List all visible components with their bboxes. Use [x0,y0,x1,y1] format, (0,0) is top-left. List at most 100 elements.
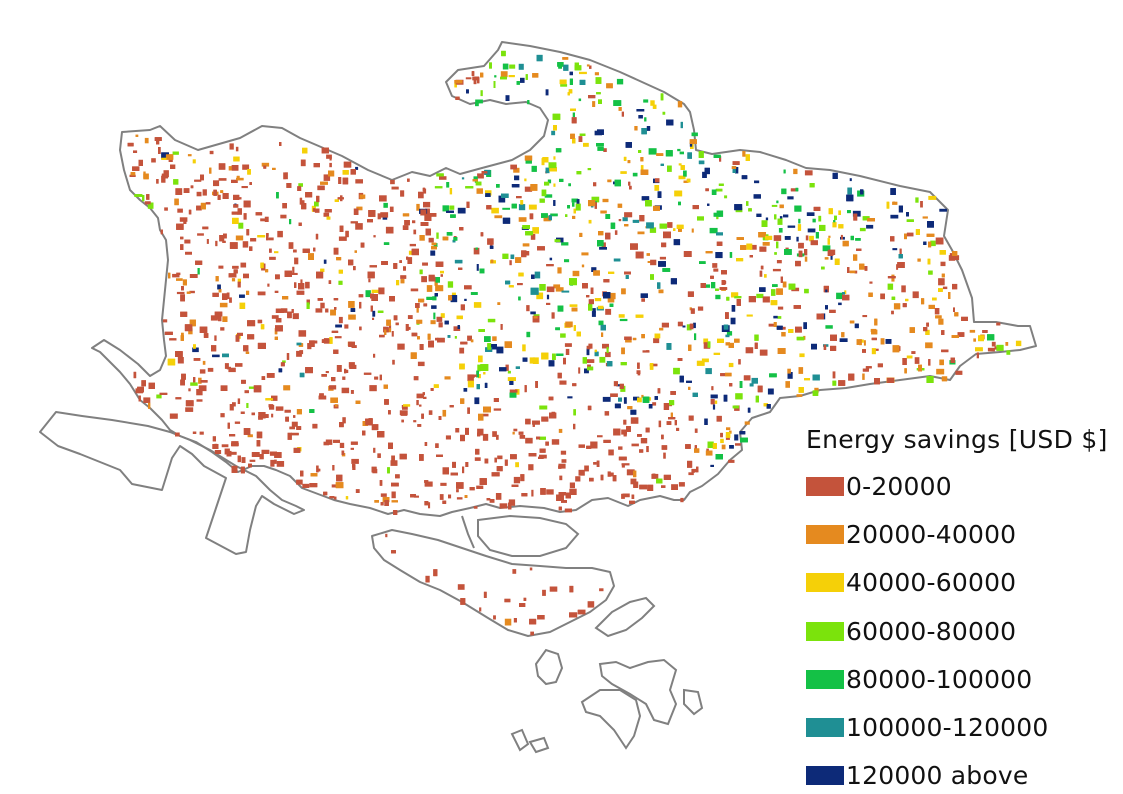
building-footprint [890,188,896,195]
building-footprint [756,293,764,299]
building-footprint [777,316,782,319]
building-footprint [650,274,654,280]
building-footprint [528,464,534,471]
building-footprint [402,225,409,230]
building-footprint [804,256,808,262]
building-footprint [400,275,407,279]
building-footprint [275,406,284,411]
building-footprint [540,488,546,495]
building-footprint [553,156,556,160]
building-footprint [987,334,995,341]
building-footprint [790,188,798,192]
building-footprint [316,195,320,203]
building-footprint [640,169,649,175]
building-footprint [862,368,869,372]
building-footprint [693,322,696,329]
building-footprint [787,372,793,379]
building-footprint [525,437,533,444]
building-footprint [600,324,606,331]
building-footprint [280,308,288,313]
building-footprint [726,427,731,431]
building-footprint [193,377,196,383]
building-footprint [854,270,858,274]
building-footprint [218,265,224,269]
building-footprint [296,409,302,415]
building-footprint [891,296,896,300]
building-footprint [982,330,988,333]
building-footprint [634,126,638,131]
building-footprint [559,475,563,481]
building-footprint [196,389,203,396]
building-footprint [539,448,546,453]
building-footprint [834,258,840,265]
building-footprint [532,227,539,234]
building-footprint [779,216,783,221]
legend: Energy savings [USD $] 0-20000 20000-400… [806,418,1123,794]
building-footprint [978,335,984,342]
building-footprint [214,450,222,454]
building-footprint [309,409,315,413]
building-footprint [673,367,680,375]
building-footprint [646,446,649,453]
building-footprint [928,359,931,366]
building-footprint [197,268,200,275]
building-footprint [428,340,434,348]
building-footprint [269,248,272,253]
building-footprint [463,388,468,392]
building-footprint [229,404,234,411]
building-footprint [256,440,261,447]
building-footprint [594,72,599,76]
building-footprint [836,292,844,300]
building-footprint [264,414,269,418]
building-footprint [662,111,666,115]
building-footprint [638,150,642,153]
building-footprint [450,214,456,218]
building-footprint [569,71,573,76]
building-footprint [310,473,318,477]
building-footprint [806,212,815,216]
building-footprint [619,318,628,322]
building-footprint [436,232,439,239]
building-footprint [282,360,286,363]
building-footprint [454,259,463,264]
building-footprint [632,172,638,177]
legend-item: 120000 above [806,752,1123,794]
building-footprint [856,248,862,251]
building-footprint [173,179,179,185]
building-footprint [670,412,673,419]
building-footprint [301,203,307,210]
building-footprint [396,280,400,286]
building-footprint [734,204,743,211]
building-footprint [512,569,517,574]
building-footprint [601,332,604,337]
legend-label: 0-20000 [846,471,952,501]
building-footprint [654,396,658,400]
building-footprint [413,495,419,498]
building-footprint [762,296,770,303]
building-footprint [426,285,433,292]
building-footprint [215,240,218,247]
building-footprint [633,396,640,401]
building-footprint [444,376,451,380]
building-footprint [783,169,786,174]
building-footprint [575,203,581,211]
building-footprint [246,403,249,408]
building-footprint [518,431,524,435]
building-footprint [240,466,245,474]
building-footprint [898,254,903,259]
building-footprint [266,234,269,241]
building-footprint [497,455,503,460]
building-footprint [198,377,202,384]
building-footprint [391,331,394,337]
building-footprint [707,441,714,448]
building-footprint [249,459,256,462]
building-footprint [289,426,295,430]
building-footprint [720,373,725,377]
building-footprint [517,283,523,286]
building-footprint [512,431,515,435]
building-footprint [565,492,571,499]
building-footprint [329,385,337,390]
building-footprint [608,449,614,456]
building-footprint [553,125,557,131]
building-footprint [378,287,385,295]
